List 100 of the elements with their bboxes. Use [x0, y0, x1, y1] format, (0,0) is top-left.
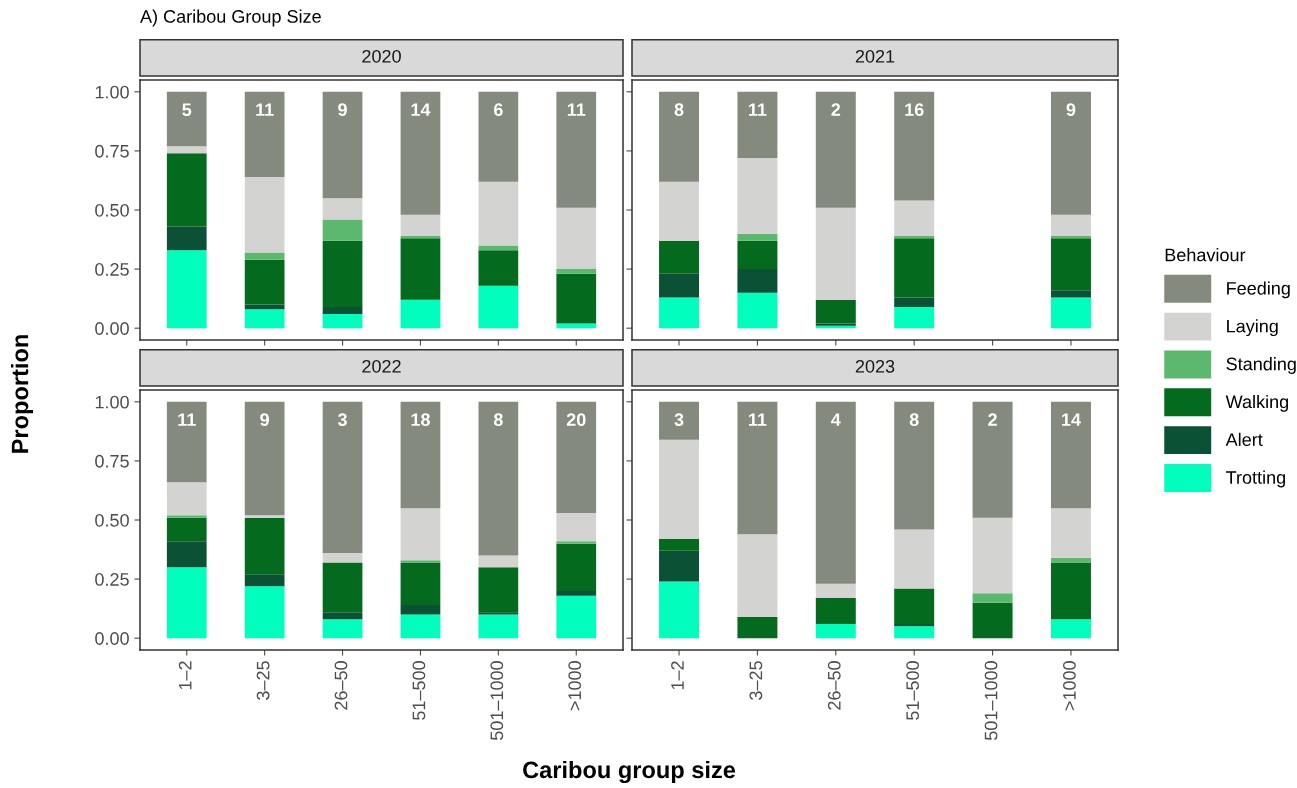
y-tick-label: 0.00	[95, 632, 129, 645]
x-tick-label: >1000	[1063, 661, 1076, 711]
bar	[400, 238, 441, 300]
bar	[322, 219, 363, 241]
bar	[894, 529, 935, 589]
bar	[556, 541, 597, 544]
x-tick-label: 501–1000	[490, 661, 504, 741]
bar	[556, 323, 597, 329]
bar	[244, 401, 285, 516]
annotation: 8	[493, 413, 503, 427]
annotation: 11	[567, 103, 586, 116]
y-tick-label: 0.75	[95, 454, 129, 468]
bar	[244, 176, 285, 253]
bar	[894, 306, 935, 329]
legend-label: Standing	[1226, 357, 1296, 374]
bar	[556, 91, 597, 208]
bar	[737, 534, 778, 617]
x-tick-label: 51–500	[906, 661, 920, 720]
bar	[166, 226, 207, 251]
bar	[244, 91, 285, 177]
bar	[478, 567, 519, 613]
x-tick-label: 26–50	[827, 661, 841, 710]
annotation: 5	[182, 103, 192, 117]
bar	[972, 517, 1013, 594]
annotation: 9	[1066, 103, 1076, 117]
annotation: 9	[338, 103, 347, 117]
annotation: 8	[674, 103, 684, 117]
legend-label: Feeding	[1227, 281, 1290, 299]
bar	[166, 146, 207, 154]
bar	[1050, 91, 1091, 215]
annotation: 16	[905, 103, 924, 117]
annotation: 4	[831, 413, 841, 426]
bar	[322, 240, 363, 307]
bar	[556, 512, 597, 542]
bar	[659, 91, 700, 182]
x-tick-label: 3–25	[256, 661, 270, 700]
bar	[815, 583, 856, 598]
bar	[478, 285, 519, 329]
chart-title: 2021	[855, 49, 895, 63]
bar	[166, 153, 207, 227]
bar	[556, 207, 597, 270]
bar	[1050, 401, 1091, 509]
bar	[400, 401, 441, 509]
bar	[737, 401, 778, 535]
legend-label: Walking	[1225, 394, 1289, 412]
bar	[894, 401, 935, 530]
bar	[659, 273, 700, 298]
bar	[815, 598, 856, 624]
bar	[244, 252, 285, 260]
bar	[322, 306, 363, 314]
bar	[737, 91, 778, 158]
annotation: 6	[493, 103, 503, 117]
bar	[400, 214, 441, 236]
chart-title: 2023	[855, 359, 895, 373]
bar	[166, 482, 207, 516]
bar	[556, 269, 597, 274]
bar	[659, 538, 700, 551]
bar	[478, 245, 519, 251]
bar	[322, 198, 363, 220]
bar	[1050, 214, 1091, 236]
bar	[478, 401, 519, 556]
annotation: 20	[566, 413, 586, 427]
bar	[400, 299, 441, 329]
bar	[322, 619, 363, 639]
bar	[1050, 562, 1091, 620]
bar	[894, 588, 935, 624]
bar	[737, 292, 778, 329]
bar	[894, 626, 935, 639]
bar	[659, 581, 700, 639]
bar	[166, 515, 207, 518]
bar	[659, 181, 700, 241]
bar	[1050, 508, 1091, 558]
bar	[659, 550, 700, 582]
bar	[322, 314, 363, 329]
bar	[400, 605, 441, 615]
bar	[244, 517, 285, 575]
bar	[659, 240, 700, 274]
bar	[166, 517, 207, 542]
bar	[894, 238, 935, 298]
bar	[815, 401, 856, 584]
legend-label: Trotting	[1226, 470, 1286, 488]
y-tick-label: 0.50	[95, 203, 129, 217]
bar	[659, 439, 700, 539]
legend-label: Laying	[1227, 319, 1278, 337]
annotation: 11	[256, 103, 274, 116]
bar	[894, 200, 935, 236]
y-tick-label: 0.25	[95, 573, 129, 586]
bar	[400, 614, 441, 639]
annotation: 14	[1062, 413, 1081, 426]
annotation: 11	[749, 413, 767, 426]
x-axis-title: Caribou group size	[523, 760, 736, 784]
bar	[166, 541, 207, 568]
bar	[166, 401, 207, 483]
bar	[400, 508, 441, 561]
bar	[972, 602, 1013, 639]
bar	[556, 401, 597, 513]
annotation: 14	[411, 103, 431, 116]
bar	[400, 91, 441, 215]
bar	[244, 515, 285, 518]
y-tick-label: 0.00	[95, 322, 129, 335]
